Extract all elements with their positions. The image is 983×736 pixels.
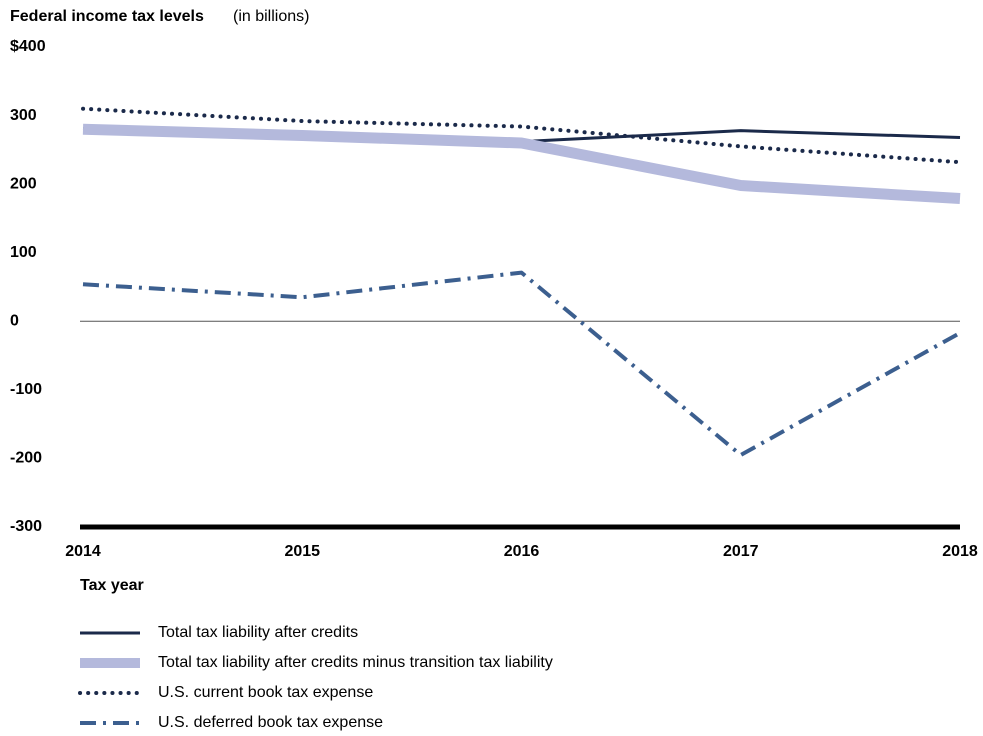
series-line bbox=[82, 270, 961, 457]
y-tick-label: 0 bbox=[10, 313, 19, 330]
series-line bbox=[82, 123, 961, 205]
x-axis-label: Tax year bbox=[80, 577, 144, 594]
legend-label: U.S. current book tax expense bbox=[158, 684, 373, 701]
legend-label: Total tax liability after credits bbox=[158, 624, 358, 641]
x-tick-label: 2018 bbox=[942, 543, 978, 560]
legend-label: Total tax liability after credits minus … bbox=[158, 654, 553, 671]
x-tick-label: 2016 bbox=[504, 543, 540, 560]
y-tick-label: 200 bbox=[10, 175, 37, 192]
x-tick-label: 2017 bbox=[723, 543, 759, 560]
series-line bbox=[81, 106, 962, 165]
chart-title: Federal income tax levels bbox=[10, 8, 204, 25]
legend-label: U.S. deferred book tax expense bbox=[158, 714, 383, 731]
y-tick-label: -200 bbox=[10, 450, 42, 467]
y-tick-label: 300 bbox=[10, 107, 37, 124]
y-tick-label: 100 bbox=[10, 244, 37, 261]
x-tick-label: 2015 bbox=[284, 543, 320, 560]
chart-subtitle: (in billions) bbox=[233, 8, 309, 25]
y-tick-label: $400 bbox=[10, 38, 46, 55]
y-tick-label: -300 bbox=[10, 518, 42, 535]
x-tick-label: 2014 bbox=[65, 543, 101, 560]
y-tick-label: -100 bbox=[10, 381, 42, 398]
